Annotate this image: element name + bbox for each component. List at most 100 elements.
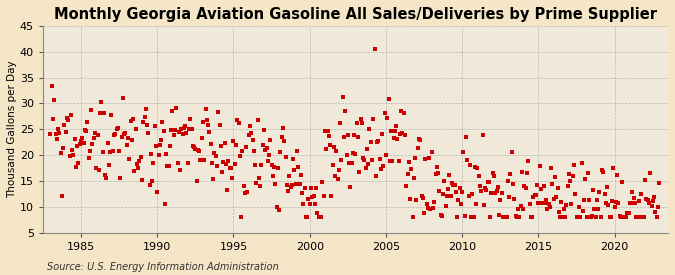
Point — [204, 130, 215, 134]
Point — [617, 180, 628, 185]
Point — [73, 161, 84, 165]
Point — [479, 202, 489, 207]
Point — [241, 145, 252, 149]
Point — [168, 133, 179, 138]
Point — [458, 150, 469, 154]
Point — [196, 136, 207, 140]
Point — [279, 139, 290, 144]
Point — [251, 181, 262, 185]
Point — [443, 187, 454, 191]
Point — [303, 196, 314, 201]
Point — [284, 174, 295, 178]
Point — [286, 182, 297, 187]
Text: Source: U.S. Energy Information Administration: Source: U.S. Energy Information Administ… — [47, 262, 279, 272]
Point — [294, 182, 305, 186]
Point — [92, 133, 103, 137]
Point — [647, 199, 658, 203]
Point — [406, 167, 416, 171]
Point — [514, 215, 524, 219]
Point — [277, 125, 288, 130]
Point — [590, 215, 601, 219]
Point — [115, 176, 126, 180]
Point — [280, 155, 291, 160]
Point — [522, 171, 533, 175]
Point — [221, 188, 232, 192]
Point — [180, 123, 190, 128]
Point — [435, 213, 446, 218]
Point — [439, 179, 450, 183]
Point — [622, 211, 632, 216]
Point — [59, 123, 70, 127]
Point — [464, 163, 475, 167]
Point — [414, 137, 425, 142]
Point — [113, 126, 124, 131]
Point — [487, 171, 498, 175]
Point — [313, 215, 324, 219]
Point — [499, 215, 510, 219]
Point — [417, 196, 428, 200]
Point — [319, 194, 329, 199]
Point — [492, 185, 503, 189]
Point — [444, 173, 455, 177]
Point — [441, 194, 452, 198]
Point — [233, 121, 244, 125]
Point — [372, 140, 383, 144]
Point — [307, 194, 318, 199]
Point — [238, 184, 249, 188]
Point — [526, 215, 537, 219]
Point — [107, 148, 118, 153]
Point — [402, 172, 413, 177]
Point — [224, 166, 235, 170]
Point — [124, 156, 135, 161]
Point — [298, 202, 308, 206]
Point — [485, 215, 495, 219]
Point — [612, 173, 622, 178]
Point — [456, 202, 466, 206]
Point — [556, 200, 567, 205]
Point — [148, 161, 159, 165]
Point — [466, 215, 477, 219]
Point — [438, 192, 449, 197]
Point — [265, 138, 275, 142]
Point — [274, 208, 285, 213]
Point — [264, 153, 275, 158]
Point — [134, 159, 145, 164]
Point — [143, 131, 154, 135]
Point — [110, 132, 121, 136]
Point — [186, 127, 197, 131]
Point — [325, 143, 335, 147]
Point — [76, 139, 86, 143]
Point — [626, 200, 637, 205]
Point — [641, 197, 652, 201]
Point — [74, 141, 85, 146]
Point — [392, 137, 403, 141]
Point — [323, 134, 334, 138]
Point — [105, 150, 115, 155]
Point — [373, 139, 384, 144]
Point — [477, 133, 488, 138]
Point — [123, 136, 134, 140]
Point — [83, 156, 94, 160]
Point — [371, 174, 381, 178]
Point — [384, 159, 395, 163]
Point — [621, 215, 632, 219]
Point — [547, 182, 558, 186]
Point — [133, 166, 144, 170]
Point — [198, 120, 209, 124]
Point — [634, 215, 645, 219]
Point — [119, 132, 130, 136]
Point — [379, 111, 390, 115]
Point — [382, 116, 393, 120]
Point — [500, 215, 511, 219]
Point — [338, 95, 348, 100]
Point — [497, 215, 508, 219]
Point — [290, 182, 301, 186]
Point — [486, 191, 497, 195]
Point — [574, 205, 585, 209]
Point — [576, 161, 587, 165]
Point — [427, 205, 438, 210]
Point — [97, 150, 108, 154]
Point — [554, 210, 564, 214]
Point — [649, 195, 659, 199]
Point — [302, 215, 313, 219]
